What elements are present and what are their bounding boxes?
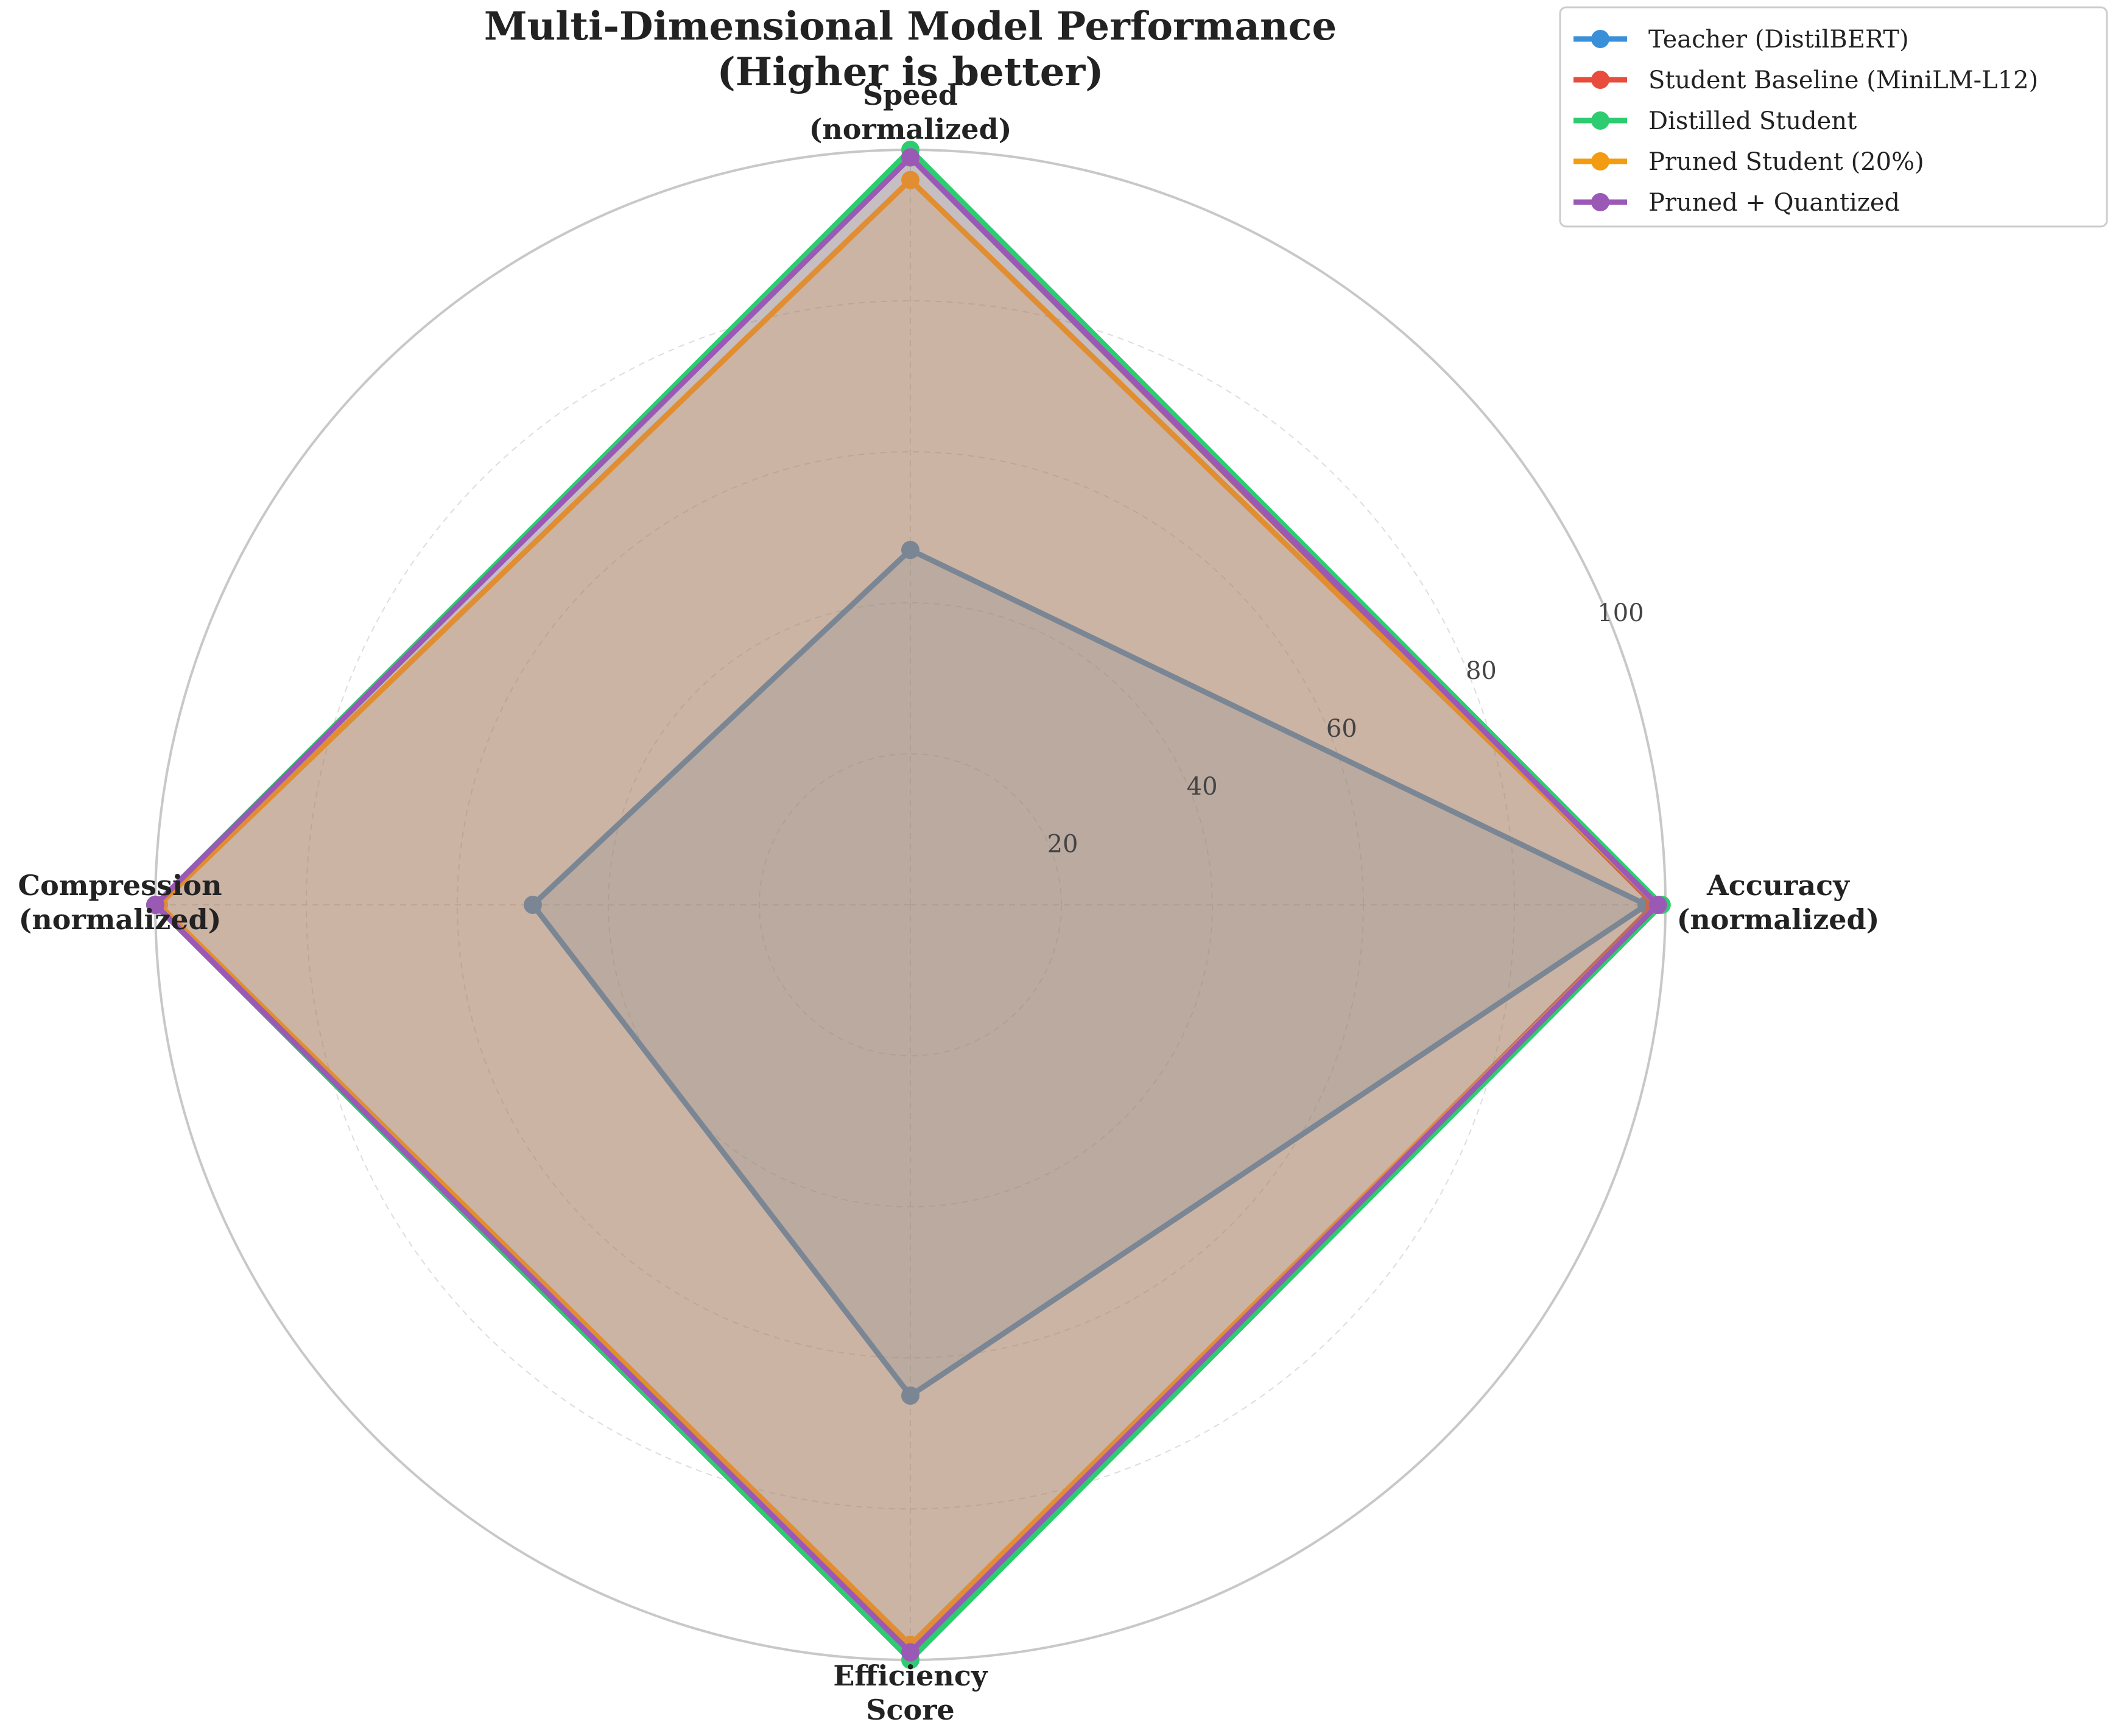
legend-label: Pruned + Quantized — [1648, 189, 1900, 217]
series-fill-0 — [533, 550, 1647, 1396]
axis-label-1: (normalized) — [809, 113, 1012, 146]
radial-tick-label: 80 — [1466, 657, 1497, 685]
series-point-4-2 — [146, 896, 164, 914]
radial-tick-label: 20 — [1047, 831, 1078, 859]
series-point-4-0 — [1648, 896, 1667, 914]
series-point-4-1 — [901, 148, 919, 167]
series-point-3-1 — [901, 170, 919, 189]
series-point-0-2 — [524, 896, 542, 914]
legend-label: Pruned Student (20%) — [1648, 148, 1924, 176]
series-point-0-3 — [901, 1386, 919, 1405]
series-layer — [146, 141, 1671, 1669]
legend-label: Teacher (DistilBERT) — [1648, 26, 1909, 54]
legend-box — [1559, 6, 2108, 228]
series-point-4-3 — [901, 1643, 919, 1662]
label-layer: 20406080100Accuracy(normalized)Speed(nor… — [18, 79, 1879, 1726]
chart-title: Multi-Dimensional Model Performance — [484, 4, 1337, 49]
legend-marker — [1591, 193, 1609, 211]
radial-tick-label: 40 — [1187, 773, 1218, 801]
grid-ring-20 — [759, 753, 1062, 1056]
axis-label-2: (normalized) — [19, 903, 222, 936]
series-fill-4 — [155, 157, 1658, 1653]
axis-label-2: Compression — [18, 869, 222, 902]
legend-label: Student Baseline (MiniLM-L12) — [1648, 66, 2038, 94]
radial-tick-label: 60 — [1326, 715, 1357, 743]
axis-label-3: Efficiency — [833, 1659, 988, 1692]
legend-label: Distilled Student — [1648, 107, 1857, 135]
axis-label-3: Score — [866, 1693, 954, 1726]
legend-marker — [1591, 30, 1609, 48]
legend: Teacher (DistilBERT) Student Baseline (Mi… — [1559, 6, 2108, 228]
axis-label-1: Speed — [863, 79, 958, 111]
legend-marker — [1591, 152, 1609, 170]
legend-marker — [1591, 111, 1609, 130]
series-point-0-1 — [901, 541, 919, 560]
radial-tick-label: 100 — [1597, 599, 1644, 627]
chart-subtitle: (Higher is better) — [717, 49, 1104, 95]
legend-marker — [1591, 71, 1609, 89]
axis-label-0: (normalized) — [1677, 903, 1880, 936]
axis-label-0: Accuracy — [1706, 869, 1850, 902]
